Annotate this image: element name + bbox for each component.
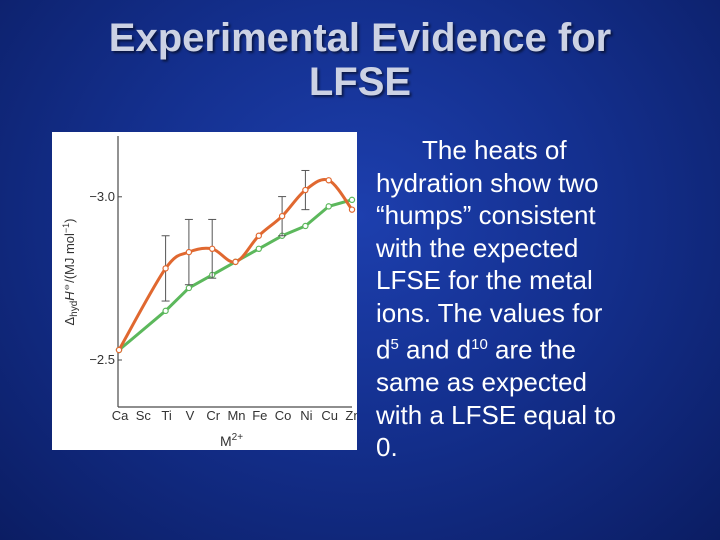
baseline-point bbox=[185, 284, 193, 292]
observed-point bbox=[325, 177, 332, 184]
x-tick-label: Mn bbox=[227, 408, 245, 423]
body-line-8: same as expected bbox=[376, 367, 588, 398]
observed-point bbox=[302, 186, 309, 194]
y-axis-units: /(MJ mol bbox=[62, 233, 77, 283]
body-line-4: with the expected bbox=[376, 232, 579, 263]
x-tick-label: Ni bbox=[300, 408, 312, 423]
observed-series-line bbox=[117, 178, 354, 351]
body-line-7-rest: are the bbox=[487, 334, 576, 365]
baseline-point bbox=[255, 245, 262, 253]
x-tick-label: Zn bbox=[345, 408, 357, 423]
body-line-1: The heats of bbox=[376, 134, 706, 167]
y-axis-units-sup: −1 bbox=[61, 223, 71, 233]
baseline-point bbox=[348, 196, 356, 204]
x-tick-label: Sc bbox=[136, 408, 152, 423]
x-axis-title-sup: 2+ bbox=[232, 432, 244, 443]
observed-point bbox=[162, 265, 169, 272]
body-d5-d: d bbox=[376, 334, 391, 365]
observed-point bbox=[278, 212, 286, 220]
baseline-series-line bbox=[118, 198, 353, 352]
chart-figure: ΔhydH⦵/(MJ mol−1) M2+ −3.0 −2.5 Ca Sc Ti V Cr M… bbox=[52, 132, 357, 450]
y-axis-std: ⦵ bbox=[61, 283, 72, 292]
slide-body-text: The heats of hydration show two “humps” … bbox=[376, 134, 706, 464]
body-line-6: ions. The values for bbox=[376, 297, 603, 328]
observed-point bbox=[115, 346, 123, 354]
chart-svg: ΔhydH⦵/(MJ mol−1) M2+ −3.0−2.5Ca Sc Ti V Cr M… bbox=[61, 136, 357, 449]
baseline-point bbox=[302, 222, 309, 230]
y-tick-label: −3.0 bbox=[89, 189, 115, 204]
body-line-9: with a LFSE equal to bbox=[376, 399, 616, 430]
baseline-point bbox=[325, 203, 332, 210]
observed-point bbox=[208, 245, 216, 253]
observed-point bbox=[348, 206, 356, 213]
body-line-7: d5 and d10 are the bbox=[376, 329, 706, 366]
slide-title-line-2: LFSE bbox=[308, 60, 412, 104]
y-axis-title: ΔhydH⦵/(MJ mol−1) bbox=[61, 218, 80, 325]
observed-point bbox=[255, 232, 262, 239]
y-axis-h: H bbox=[62, 291, 77, 301]
x-tick-label: Ca bbox=[112, 408, 129, 423]
body-line-5: LFSE for the metal bbox=[376, 265, 593, 295]
x-tick-label: Cr bbox=[206, 408, 220, 423]
y-axis-sub: hyd bbox=[69, 301, 80, 317]
y-tick-label: −2.5 bbox=[89, 352, 115, 367]
y-axis-delta: Δ bbox=[62, 317, 77, 326]
body-line-3: “humps” consistent bbox=[376, 200, 596, 230]
body-d10-d: and d bbox=[398, 334, 472, 365]
x-tick-label: Fe bbox=[252, 408, 267, 423]
axis-ticks: −3.0 −2.5 Ca Sc Ti V Cr Mn Fe Co Ni Cu Zn bbox=[89, 189, 357, 423]
observed-point bbox=[232, 258, 239, 266]
x-tick-label: Ti bbox=[161, 408, 171, 423]
x-axis-title-base: M bbox=[220, 433, 232, 449]
body-line-10: 0. bbox=[376, 432, 398, 463]
x-axis-title: M2+ bbox=[220, 432, 243, 449]
plot-area bbox=[115, 169, 356, 354]
x-tick-label: Cu bbox=[321, 408, 338, 423]
slide-title: Experimental Evidence for LFSE bbox=[0, 16, 720, 104]
slide-title-line-1: Experimental Evidence for bbox=[108, 16, 612, 60]
y-axis-close: ) bbox=[62, 218, 77, 222]
body-d10-sup: 10 bbox=[471, 336, 488, 353]
x-tick-label: Co bbox=[275, 408, 292, 423]
observed-point bbox=[185, 248, 193, 256]
baseline-point bbox=[162, 307, 169, 315]
body-line-1-text: The heats of bbox=[422, 135, 567, 165]
body-d5-sup: 5 bbox=[390, 336, 399, 353]
body-line-2: hydration show two bbox=[376, 167, 599, 198]
x-tick-label: V bbox=[186, 408, 195, 423]
